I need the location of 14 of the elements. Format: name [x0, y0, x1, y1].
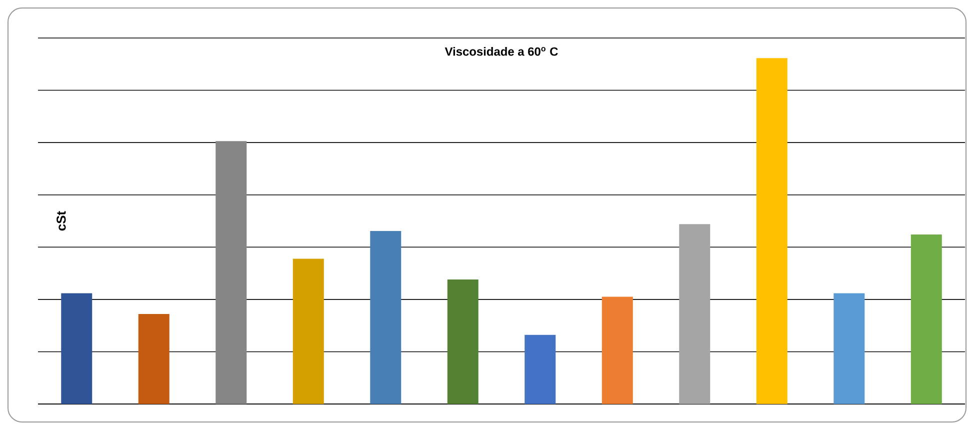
bar	[756, 58, 788, 404]
bar	[292, 258, 324, 404]
chart-title: Viscosidade a 60$^{o}$ C	[444, 47, 558, 56]
y-axis-title: cSt	[56, 211, 66, 231]
bar	[524, 334, 556, 404]
bar	[602, 296, 633, 404]
bar	[61, 293, 92, 404]
bar	[679, 224, 710, 404]
bar	[370, 231, 402, 404]
bar	[138, 314, 170, 404]
bar	[834, 293, 865, 404]
bar	[447, 279, 478, 404]
bar	[910, 234, 942, 404]
bar	[216, 141, 247, 404]
